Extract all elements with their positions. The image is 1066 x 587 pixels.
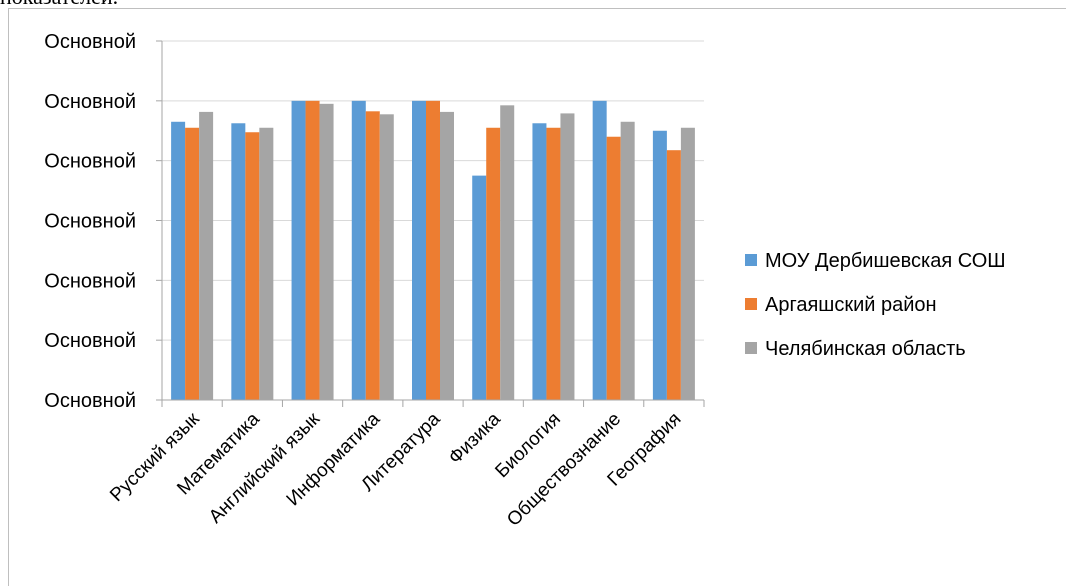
bar <box>472 175 487 400</box>
legend-swatch <box>745 298 757 310</box>
bar <box>652 130 667 400</box>
legend-label: Аргаяшский район <box>765 294 937 316</box>
bar <box>680 127 695 400</box>
y-tick-label: Основной <box>44 91 136 113</box>
y-tick-label: Основной <box>44 151 136 173</box>
bar <box>620 121 635 401</box>
bar <box>546 127 561 400</box>
y-tick-label: Основной <box>44 31 136 53</box>
bar <box>532 123 547 400</box>
bar <box>259 127 274 400</box>
y-tick-label: Основной <box>44 390 136 412</box>
bar <box>231 123 246 400</box>
bar <box>305 100 320 400</box>
bar <box>245 132 260 400</box>
bar <box>426 100 440 400</box>
bar <box>365 111 380 400</box>
page-top-text: показателей. <box>0 0 118 8</box>
bar <box>412 100 426 400</box>
bar <box>606 136 621 400</box>
y-tick-label: Основной <box>44 211 136 233</box>
bar <box>185 127 200 400</box>
bars <box>171 100 695 401</box>
legend: МОУ Дербишевская СОШ Аргаяшский район Челя… <box>745 250 1006 360</box>
bar <box>500 105 515 400</box>
bar <box>379 114 394 400</box>
y-tick-label: Основной <box>44 330 136 352</box>
legend-swatch <box>745 342 757 354</box>
bar <box>171 121 186 401</box>
legend-label: МОУ Дербишевская СОШ <box>765 250 1006 272</box>
x-tick-label: Физика <box>445 408 505 468</box>
bar <box>486 127 501 400</box>
y-tick-label: Основной <box>44 270 136 292</box>
y-tick-labels: Основной Основной Основной Основной Основной… <box>44 31 136 412</box>
legend-swatch <box>745 254 757 266</box>
x-tick-label: Обществознание <box>503 409 625 531</box>
bar <box>592 100 607 400</box>
bar <box>560 113 575 401</box>
bar <box>199 111 214 400</box>
x-tick-label: Английский язык <box>205 408 324 527</box>
bar <box>291 100 306 400</box>
bar <box>666 150 681 400</box>
bar <box>319 103 334 400</box>
legend-label: Челябинская область <box>765 338 966 360</box>
bar <box>351 100 366 400</box>
chart-frame-top-edge <box>8 8 1066 9</box>
axes <box>156 40 705 407</box>
bar <box>440 111 454 400</box>
